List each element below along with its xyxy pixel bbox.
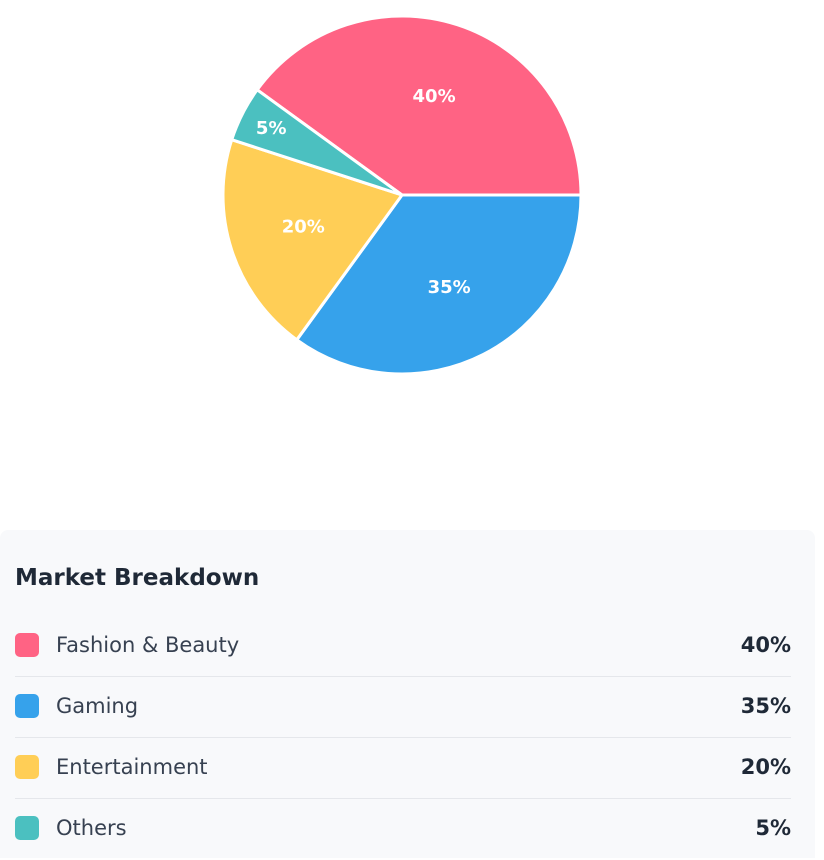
- pie-label-entertainment: 20%: [282, 217, 325, 238]
- legend-swatch: [15, 755, 39, 779]
- pie-slice-fashion-beauty: [255, 14, 583, 197]
- legend-value: 20%: [740, 755, 791, 779]
- market-breakdown-title: Market Breakdown: [15, 565, 260, 591]
- legend-value: 5%: [755, 816, 791, 840]
- pie-slice-entertainment: [221, 138, 404, 342]
- legend-item-others: Others 5%: [15, 799, 791, 860]
- pie-slice-gaming: [295, 193, 583, 376]
- legend-label: Entertainment: [56, 755, 208, 779]
- market-pie-chart: 40% 35% 20% 5%: [221, 14, 583, 376]
- pie-label-others: 5%: [256, 118, 287, 139]
- pie-slice-others: [230, 88, 404, 197]
- legend-label: Gaming: [56, 694, 139, 718]
- legend-swatch: [15, 816, 39, 840]
- legend-swatch: [15, 633, 39, 657]
- market-breakdown-panel: Market Breakdown Fashion & Beauty 40% Ga…: [0, 530, 815, 858]
- legend-item-fashion-beauty: Fashion & Beauty 40%: [15, 616, 791, 677]
- legend-label: Others: [56, 816, 127, 840]
- legend-swatch: [15, 694, 39, 718]
- legend-item-gaming: Gaming 35%: [15, 677, 791, 738]
- market-breakdown-list: Fashion & Beauty 40% Gaming 35% Entertai…: [15, 616, 791, 860]
- pie-label-gaming: 35%: [428, 277, 471, 298]
- legend-value: 40%: [740, 633, 791, 657]
- pie-label-fashion-beauty: 40%: [413, 86, 456, 107]
- legend-item-entertainment: Entertainment 20%: [15, 738, 791, 799]
- legend-value: 35%: [740, 694, 791, 718]
- legend-label: Fashion & Beauty: [56, 633, 240, 657]
